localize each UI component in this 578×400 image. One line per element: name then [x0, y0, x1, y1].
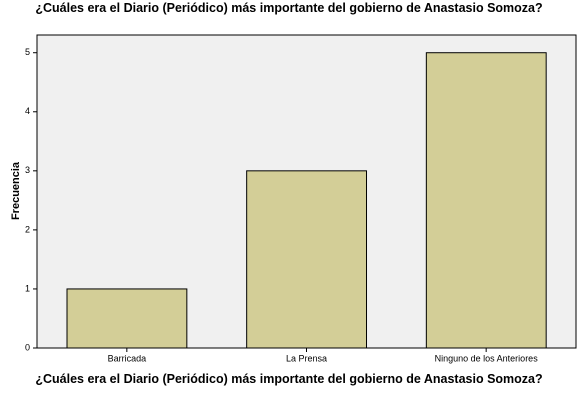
y-tick-label: 4: [25, 106, 30, 116]
x-tick-label: Barricada: [108, 353, 147, 363]
x-tick-label: Ninguno de los Anteriores: [435, 353, 539, 363]
x-tick-label: La Prensa: [286, 353, 327, 363]
y-tick-label: 2: [25, 224, 30, 234]
y-tick-label: 3: [25, 165, 30, 175]
y-axis-title: Frecuencia: [10, 161, 22, 220]
bar: [246, 170, 368, 349]
y-tick-label: 0: [25, 342, 30, 352]
y-tick-label: 5: [25, 47, 30, 57]
chart-title: ¿Cuáles era el Diario (Periódico) más im…: [35, 1, 543, 15]
bar: [425, 52, 547, 349]
y-tick-label: 1: [25, 283, 30, 293]
x-axis-title: ¿Cuáles era el Diario (Periódico) más im…: [35, 372, 543, 386]
bar: [66, 288, 188, 349]
